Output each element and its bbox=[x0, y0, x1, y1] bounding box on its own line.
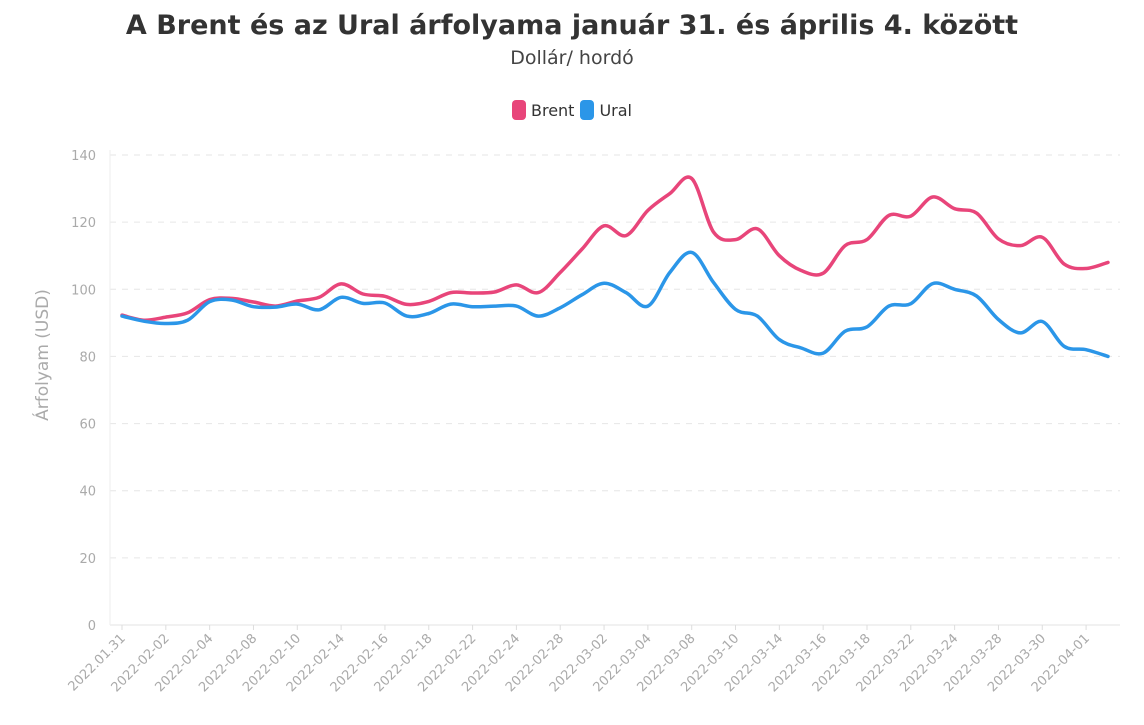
y-tick-label: 60 bbox=[79, 418, 96, 433]
grid-lines bbox=[109, 150, 1120, 626]
legend: Brent Ural bbox=[0, 100, 1144, 120]
chart-title: A Brent és az Ural árfolyama január 31. … bbox=[125, 10, 1019, 41]
legend-swatch-brent bbox=[511, 100, 526, 120]
y-tick-label: 120 bbox=[71, 216, 96, 231]
y-tick-label: 100 bbox=[71, 283, 96, 298]
y-tick-label: 140 bbox=[71, 149, 96, 164]
legend-item-brent[interactable]: Brent bbox=[511, 100, 575, 120]
y-tick-label: 0 bbox=[88, 619, 96, 634]
series-line-ural[interactable] bbox=[120, 250, 1110, 359]
series-line-brent[interactable] bbox=[120, 175, 1110, 322]
y-axis-title: Árfolyam (USD) bbox=[31, 289, 53, 421]
y-tick-label: 20 bbox=[79, 552, 96, 567]
y-tick-label: 80 bbox=[79, 350, 96, 365]
y-axis: 0 20 40 60 80 100 120 140 bbox=[71, 149, 96, 634]
legend-label-ural: Ural bbox=[599, 100, 632, 120]
y-tick-label: 40 bbox=[79, 485, 96, 500]
legend-item-ural[interactable]: Ural bbox=[580, 100, 632, 120]
chart-subtitle: Dollár/ hordó bbox=[510, 47, 634, 69]
series-lines bbox=[120, 175, 1110, 359]
x-axis: 2022.01.312022-02-022022-02-042022-02-08… bbox=[66, 625, 1093, 695]
legend-swatch-ural bbox=[580, 100, 595, 120]
legend-label-brent: Brent bbox=[530, 100, 575, 120]
